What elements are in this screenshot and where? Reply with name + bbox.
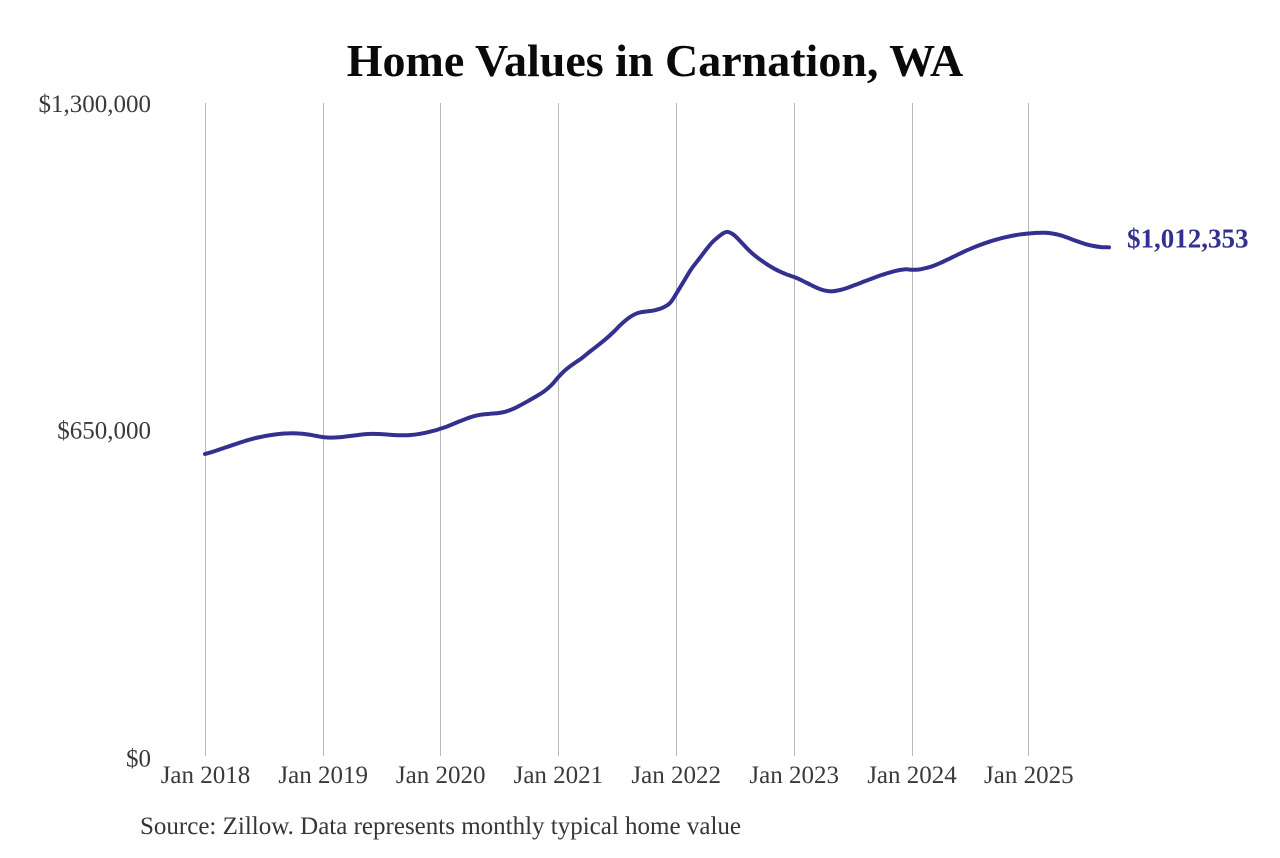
svg-text:Jan 2018: Jan 2018	[161, 762, 251, 789]
svg-text:Jan 2024: Jan 2024	[867, 762, 957, 789]
svg-text:Jan 2019: Jan 2019	[278, 762, 368, 789]
svg-text:$0: $0	[126, 746, 151, 773]
svg-text:$1,012,353: $1,012,353	[1127, 224, 1249, 254]
svg-text:Jan 2020: Jan 2020	[396, 762, 486, 789]
svg-text:$650,000: $650,000	[57, 418, 151, 445]
svg-text:Home Values in Carnation, WA: Home Values in Carnation, WA	[347, 35, 963, 86]
svg-text:Jan 2023: Jan 2023	[749, 762, 839, 789]
svg-text:Source: Zillow. Data represent: Source: Zillow. Data represents monthly …	[140, 813, 741, 840]
svg-text:Jan 2021: Jan 2021	[514, 762, 604, 789]
svg-text:Jan 2022: Jan 2022	[631, 762, 721, 789]
svg-text:Jan 2025: Jan 2025	[984, 762, 1074, 789]
svg-text:$1,300,000: $1,300,000	[39, 91, 152, 118]
